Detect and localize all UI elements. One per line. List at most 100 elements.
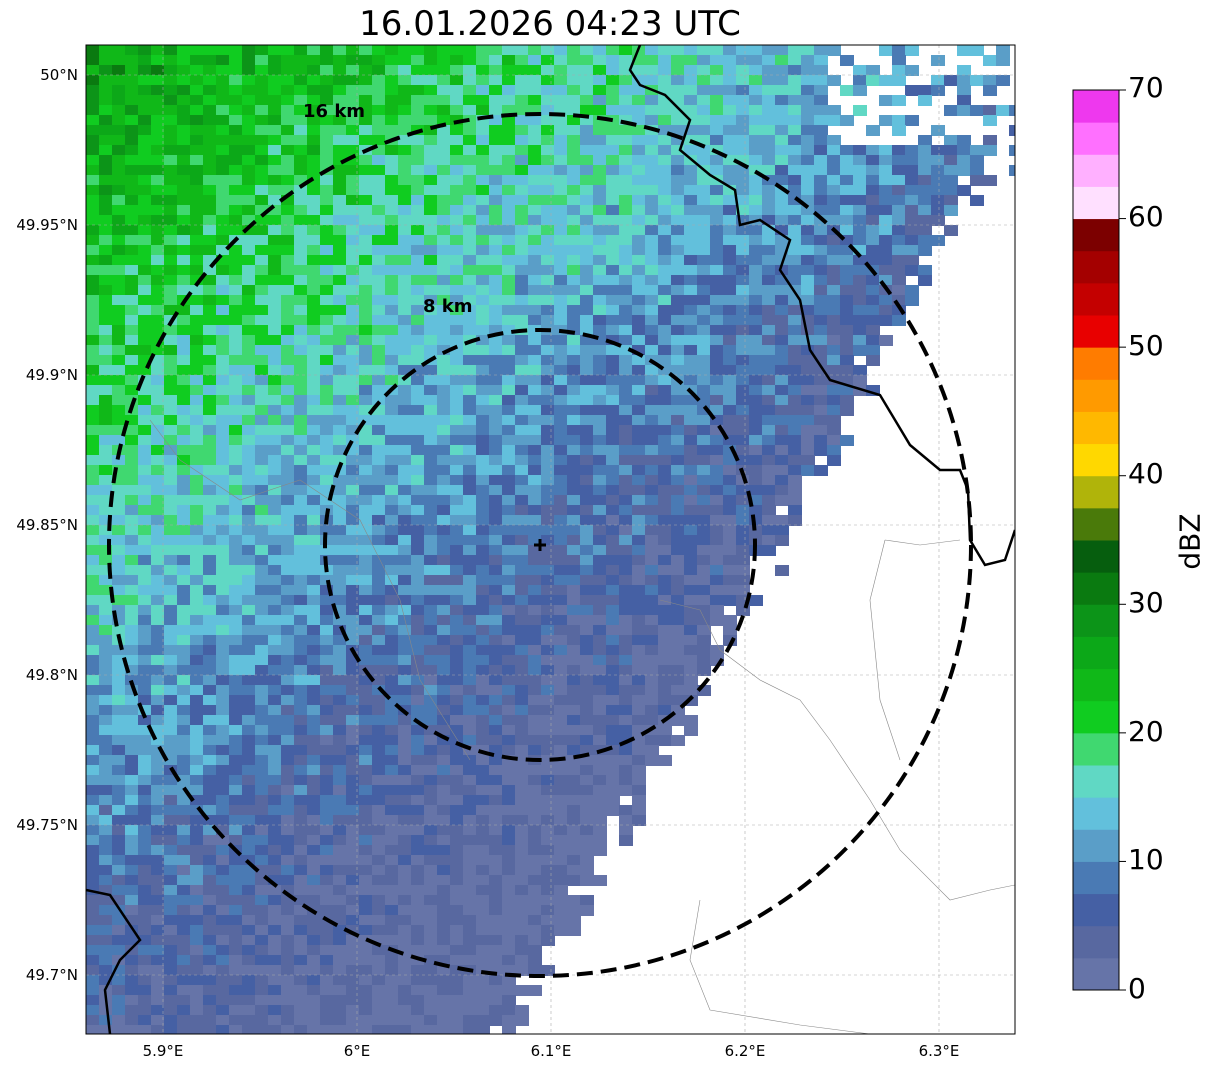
reflectivity-cell [216,665,230,676]
reflectivity-cell [99,325,113,336]
reflectivity-cell [515,185,529,196]
reflectivity-cell [528,645,542,656]
reflectivity-cell [606,765,620,776]
reflectivity-cell [736,295,750,306]
reflectivity-cell [463,45,477,56]
reflectivity-cell [788,515,802,526]
reflectivity-cell [489,965,503,976]
reflectivity-cell [294,65,308,76]
reflectivity-cell [320,145,334,156]
reflectivity-cell [359,315,373,326]
reflectivity-cell [190,935,204,946]
reflectivity-cell [632,665,646,676]
reflectivity-cell [281,155,295,166]
reflectivity-cell [320,665,334,676]
reflectivity-cell [242,265,256,276]
reflectivity-cell [320,865,334,876]
reflectivity-cell [372,715,386,726]
reflectivity-cell [710,125,724,136]
reflectivity-cell [281,365,295,376]
reflectivity-cell [580,815,594,826]
reflectivity-cell [632,365,646,376]
reflectivity-cell [554,775,568,786]
reflectivity-cell [489,955,503,966]
reflectivity-cell [398,695,412,706]
reflectivity-cell [632,725,646,736]
reflectivity-cell [203,895,217,906]
reflectivity-cell [294,885,308,896]
reflectivity-cell [437,245,451,256]
reflectivity-cell [580,135,594,146]
reflectivity-cell [125,785,139,796]
reflectivity-cell [892,285,906,296]
reflectivity-cell [476,705,490,716]
reflectivity-cell [268,135,282,146]
reflectivity-cell [606,705,620,716]
reflectivity-cell [164,195,178,206]
reflectivity-cell [671,205,685,216]
reflectivity-cell [112,785,126,796]
reflectivity-cell [684,265,698,276]
reflectivity-cell [931,165,945,176]
reflectivity-cell [203,505,217,516]
reflectivity-cell [398,845,412,856]
reflectivity-cell [437,115,451,126]
reflectivity-cell [385,565,399,576]
reflectivity-cell [723,435,737,446]
reflectivity-cell [359,865,373,876]
reflectivity-cell [450,925,464,936]
reflectivity-cell [632,315,646,326]
reflectivity-cell [125,275,139,286]
reflectivity-cell [203,535,217,546]
reflectivity-cell [307,735,321,746]
reflectivity-cell [970,195,984,206]
reflectivity-cell [164,345,178,356]
reflectivity-cell [138,845,152,856]
reflectivity-cell [372,185,386,196]
reflectivity-cell [359,505,373,516]
reflectivity-cell [541,515,555,526]
reflectivity-cell [411,375,425,386]
reflectivity-cell [697,595,711,606]
reflectivity-cell [138,735,152,746]
reflectivity-cell [125,945,139,956]
reflectivity-cell [697,95,711,106]
reflectivity-cell [697,465,711,476]
reflectivity-cell [138,725,152,736]
reflectivity-cell [736,315,750,326]
reflectivity-cell [268,855,282,866]
reflectivity-cell [970,105,984,116]
reflectivity-cell [541,355,555,366]
reflectivity-cell [411,645,425,656]
reflectivity-cell [528,355,542,366]
reflectivity-cell [268,755,282,766]
reflectivity-cell [476,95,490,106]
reflectivity-cell [424,195,438,206]
reflectivity-cell [229,55,243,66]
reflectivity-cell [541,135,555,146]
reflectivity-cell [905,225,919,236]
reflectivity-cell [190,405,204,416]
reflectivity-cell [268,75,282,86]
reflectivity-cell [86,935,100,946]
reflectivity-cell [437,785,451,796]
reflectivity-cell [307,335,321,346]
reflectivity-cell [372,625,386,636]
reflectivity-cell [125,915,139,926]
reflectivity-cell [788,115,802,126]
reflectivity-cell [957,145,971,156]
reflectivity-cell [723,185,737,196]
reflectivity-cell [99,845,113,856]
reflectivity-cell [255,195,269,206]
reflectivity-cell [281,775,295,786]
reflectivity-cell [697,485,711,496]
reflectivity-cell [242,785,256,796]
reflectivity-cell [372,285,386,296]
reflectivity-cell [450,295,464,306]
reflectivity-cell [632,415,646,426]
reflectivity-cell [671,405,685,416]
reflectivity-cell [788,295,802,306]
reflectivity-cell [138,615,152,626]
reflectivity-cell [606,525,620,536]
reflectivity-cell [190,815,204,826]
